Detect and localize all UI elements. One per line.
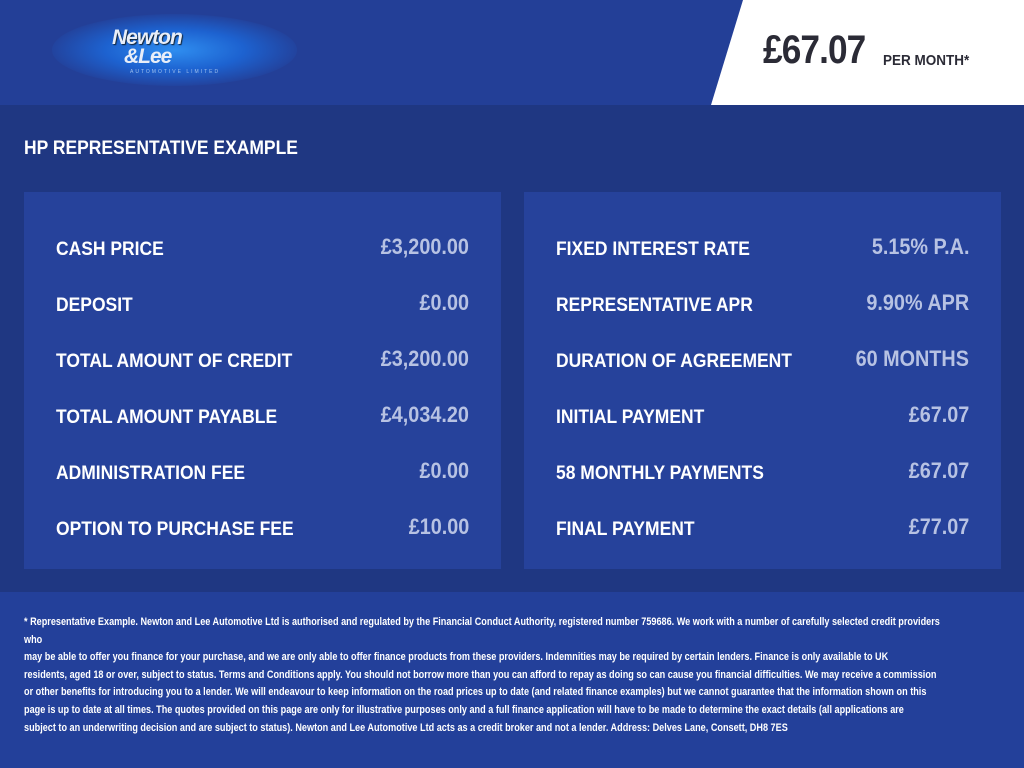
finance-row: 58 MONTHLY PAYMENTS £67.07: [524, 446, 1001, 502]
disclaimer-line: may be able to offer you finance for you…: [24, 651, 889, 664]
finance-row: DEPOSIT £0.00: [24, 278, 501, 334]
row-value: £4,034.20: [380, 402, 469, 427]
row-value: £3,200.00: [380, 234, 469, 259]
row-value: £67.07: [908, 402, 969, 427]
row-label: ADMINISTRATION FEE: [56, 463, 246, 484]
row-label: REPRESENTATIVE APR: [556, 295, 753, 316]
newton-lee-logo: Newton &Lee AUTOMOTIVE LIMITED: [52, 14, 297, 86]
row-value: £0.00: [419, 290, 469, 315]
finance-row: OPTION TO PURCHASE FEE £10.00: [24, 502, 501, 558]
disclaimer: * Representative Example. Newton and Lee…: [0, 592, 1024, 768]
finance-row: FIXED INTEREST RATE 5.15% P.A.: [524, 222, 1001, 278]
logo-subtext: AUTOMOTIVE LIMITED: [130, 69, 221, 75]
row-value: 60 MONTHS: [855, 346, 969, 371]
disclaimer-line: residents, aged 18 or over, subject to s…: [24, 668, 937, 681]
row-label: INITIAL PAYMENT: [556, 407, 705, 428]
row-label: FINAL PAYMENT: [556, 519, 695, 540]
row-label: FIXED INTEREST RATE: [556, 239, 750, 260]
row-label: TOTAL AMOUNT OF CREDIT: [56, 351, 293, 372]
header: Newton &Lee AUTOMOTIVE LIMITED £67.07 PE…: [0, 0, 1024, 105]
monthly-price-box: £67.07 PER MONTH*: [711, 0, 1024, 105]
finance-row: REPRESENTATIVE APR 9.90% APR: [524, 278, 1001, 334]
finance-row: FINAL PAYMENT £77.07: [524, 502, 1001, 558]
monthly-price: £67.07: [763, 28, 866, 72]
logo-text: Newton: [112, 26, 183, 49]
row-value: £67.07: [908, 458, 969, 483]
disclaimer-line: * Representative Example. Newton and Lee…: [24, 616, 940, 646]
logo-text: &Lee: [124, 45, 172, 68]
disclaimer-line: subject to an underwriting decision and …: [24, 721, 788, 734]
row-label: DEPOSIT: [56, 295, 133, 316]
finance-row: INITIAL PAYMENT £67.07: [524, 390, 1001, 446]
row-label: DURATION OF AGREEMENT: [556, 351, 792, 372]
finance-row: DURATION OF AGREEMENT 60 MONTHS: [524, 334, 1001, 390]
row-value: £0.00: [419, 458, 469, 483]
row-value: £10.00: [408, 514, 469, 539]
finance-row: TOTAL AMOUNT PAYABLE £4,034.20: [24, 390, 501, 446]
row-label: 58 MONTHLY PAYMENTS: [556, 463, 764, 484]
finance-details-right: FIXED INTEREST RATE 5.15% P.A. REPRESENTAT…: [524, 192, 1001, 569]
finance-row: TOTAL AMOUNT OF CREDIT £3,200.00: [24, 334, 501, 390]
row-label: OPTION TO PURCHASE FEE: [56, 519, 294, 540]
row-value: 5.15% P.A.: [871, 234, 969, 259]
row-value: £77.07: [908, 514, 969, 539]
finance-row: CASH PRICE £3,200.00: [24, 222, 501, 278]
per-month-label: PER MONTH*: [883, 52, 970, 69]
section-title: HP REPRESENTATIVE EXAMPLE: [24, 138, 298, 159]
disclaimer-line: page is up to date at all times. The quo…: [24, 703, 904, 716]
finance-row: ADMINISTRATION FEE £0.00: [24, 446, 501, 502]
finance-details-left: CASH PRICE £3,200.00 DEPOSIT £0.00 TOTAL AMO…: [24, 192, 501, 569]
row-label: CASH PRICE: [56, 239, 164, 260]
row-label: TOTAL AMOUNT PAYABLE: [56, 407, 278, 428]
row-value: 9.90% APR: [866, 290, 969, 315]
row-value: £3,200.00: [380, 346, 469, 371]
disclaimer-line: or other benefits for introducing you to…: [24, 686, 927, 699]
